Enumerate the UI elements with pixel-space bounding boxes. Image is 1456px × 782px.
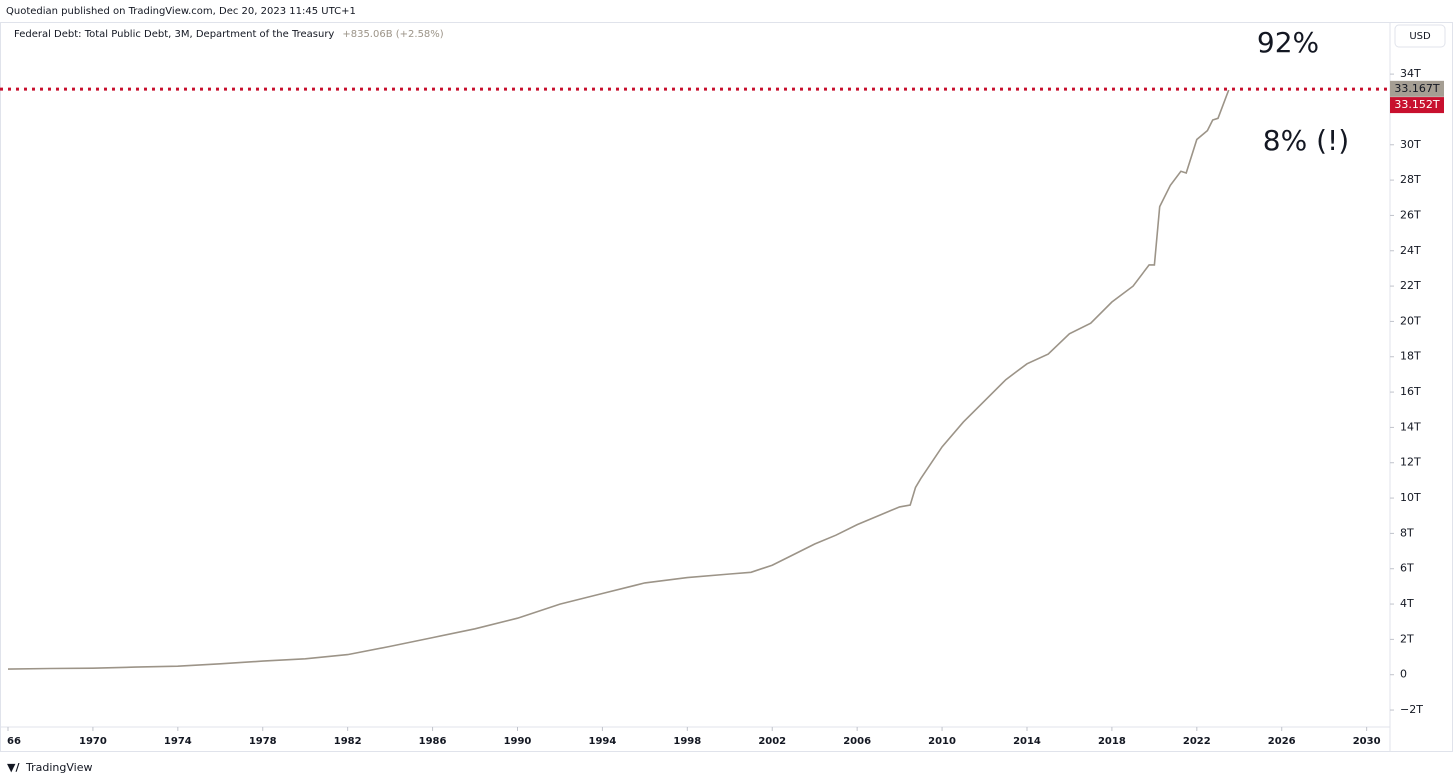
x-tick-label: 2030 (1353, 736, 1381, 747)
y-tick-label: 4T (1400, 597, 1414, 610)
y-tick-label: 0 (1400, 668, 1407, 681)
x-tick-label: 1978 (249, 736, 277, 747)
header: Quotedian published on TradingView.com, … (6, 6, 356, 17)
y-tick-label: 18T (1400, 350, 1421, 363)
x-tick-label: 1998 (673, 736, 701, 747)
annotation: 92% (1257, 26, 1319, 59)
x-tick-label: 2002 (758, 736, 786, 747)
y-tick-label: 6T (1400, 562, 1414, 575)
x-tick-label: 2022 (1183, 736, 1211, 747)
currency-button[interactable] (1394, 24, 1446, 48)
x-tick-label: 1990 (504, 736, 532, 747)
footer-brand: TradingView (25, 761, 92, 774)
y-tick-label: 34T (1400, 67, 1421, 80)
hline-box (1390, 97, 1444, 114)
x-tick-label: 1974 (164, 736, 192, 747)
y-tick-label: 2T (1400, 632, 1414, 645)
x-tick-label: 2010 (928, 736, 956, 747)
y-tick-label: −2T (1400, 703, 1423, 716)
y-tick-label: 8T (1400, 526, 1414, 539)
y-tick-label: 30T (1400, 138, 1421, 151)
annotation: 8% (!) (1263, 124, 1349, 157)
x-tick-label: 1986 (419, 736, 447, 747)
y-tick-label: 20T (1400, 314, 1421, 327)
x-tick-label: 2006 (843, 736, 871, 747)
x-tick-label: 1970 (79, 736, 107, 747)
currency-label[interactable]: USD (1409, 31, 1431, 42)
y-tick-label: 26T (1400, 208, 1421, 221)
line-series (7, 89, 1230, 670)
y-tick-label: 24T (1400, 244, 1421, 257)
y-tick-label: 16T (1400, 385, 1421, 398)
chart-subtitle: +835.06B (+2.58%) (342, 29, 443, 40)
x-tick-label: 1982 (334, 736, 362, 747)
x-tick-label: 1994 (588, 736, 616, 747)
x-tick-label: 2026 (1268, 736, 1296, 747)
x-tick-label: 2018 (1098, 736, 1126, 747)
y-tick-label: 14T (1400, 420, 1421, 433)
hline-label: 33.152T (1394, 98, 1439, 111)
x-tick-label: 2014 (1013, 736, 1041, 747)
y-tick-label: 12T (1400, 456, 1421, 469)
y-tick-label: 22T (1400, 279, 1421, 292)
frame (0, 22, 1453, 752)
last-value-label: 33.167T (1394, 82, 1439, 95)
x-tick-label: 66 (7, 736, 21, 747)
logo: ▼/ (7, 761, 20, 774)
chart-title: Federal Debt: Total Public Debt, 3M, Dep… (14, 29, 334, 40)
last-value-box (1390, 80, 1444, 97)
y-tick-label: 28T (1400, 173, 1421, 186)
y-tick-label: 10T (1400, 491, 1421, 504)
